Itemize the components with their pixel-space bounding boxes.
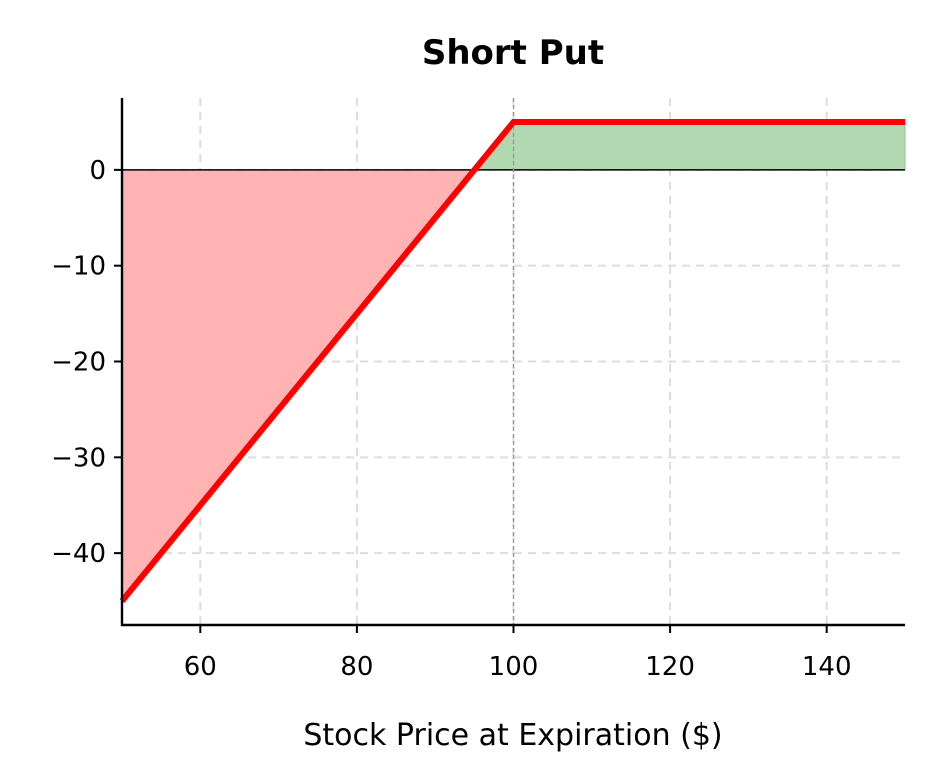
- y-tick-label: 0: [89, 156, 106, 186]
- x-ticks: 60 80 100 120 140: [184, 625, 852, 682]
- y-tick-label: −30: [51, 443, 106, 473]
- profit-area: [513, 121, 906, 171]
- x-tick-label: 60: [184, 652, 217, 682]
- reference-lines: [122, 98, 905, 625]
- x-axis-label: Stock Price at Expiration ($): [303, 718, 722, 753]
- payoff-line: [119, 118, 905, 603]
- y-tick-label: −40: [51, 539, 106, 569]
- y-ticks: 0 −10 −20 −30 −40: [51, 156, 122, 569]
- x-tick-label: 140: [802, 652, 852, 682]
- x-tick-label: 120: [645, 652, 695, 682]
- x-tick-label: 80: [340, 652, 373, 682]
- chart-title: Short Put: [422, 33, 604, 73]
- y-tick-label: −20: [51, 348, 106, 378]
- x-tick-label: 100: [489, 652, 539, 682]
- payoff-series: [119, 118, 905, 603]
- y-tick-label: −10: [51, 252, 106, 282]
